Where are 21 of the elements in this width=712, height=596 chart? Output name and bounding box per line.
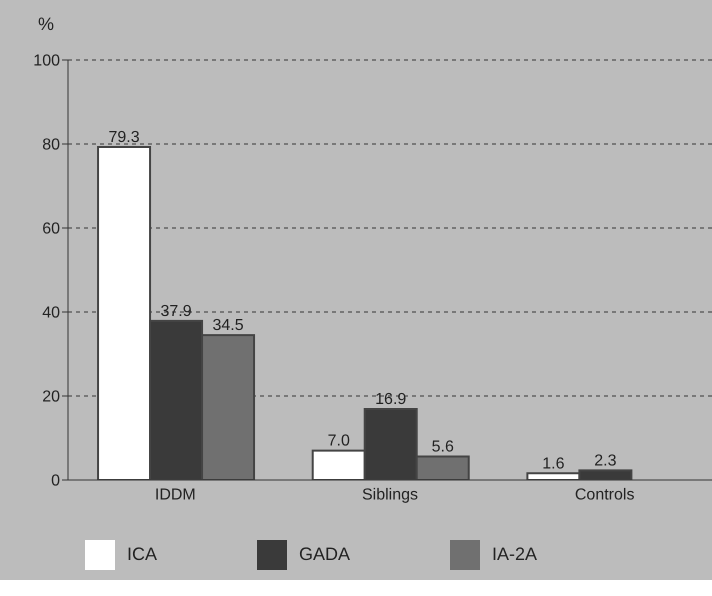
x-tick-label: Siblings [362,486,418,504]
x-tick-label: Controls [574,486,634,504]
legend-label: ICA [126,544,157,564]
legend-label: GADA [298,544,350,564]
data-label: 1.6 [542,455,565,472]
y-tick-label: 20 [42,388,60,406]
legend-label: IA-2A [492,544,538,564]
data-label: 34.5 [212,317,244,334]
y-axis-title: % [38,14,54,35]
data-label: 16.9 [375,391,406,408]
data-label: 7.0 [328,432,350,450]
data-label: 5.6 [432,438,454,456]
y-tick-label: 60 [42,220,60,238]
data-label: 79.3 [108,128,140,146]
data-label: 37.9 [160,302,192,320]
y-tick-label: 40 [42,304,60,322]
y-tick-label: 0 [51,472,60,490]
y-tick-label: 100 [33,52,60,70]
y-tick-label: 80 [42,136,60,154]
data-label: 2.3 [594,452,617,470]
x-tick-label: IDDM [154,486,196,504]
